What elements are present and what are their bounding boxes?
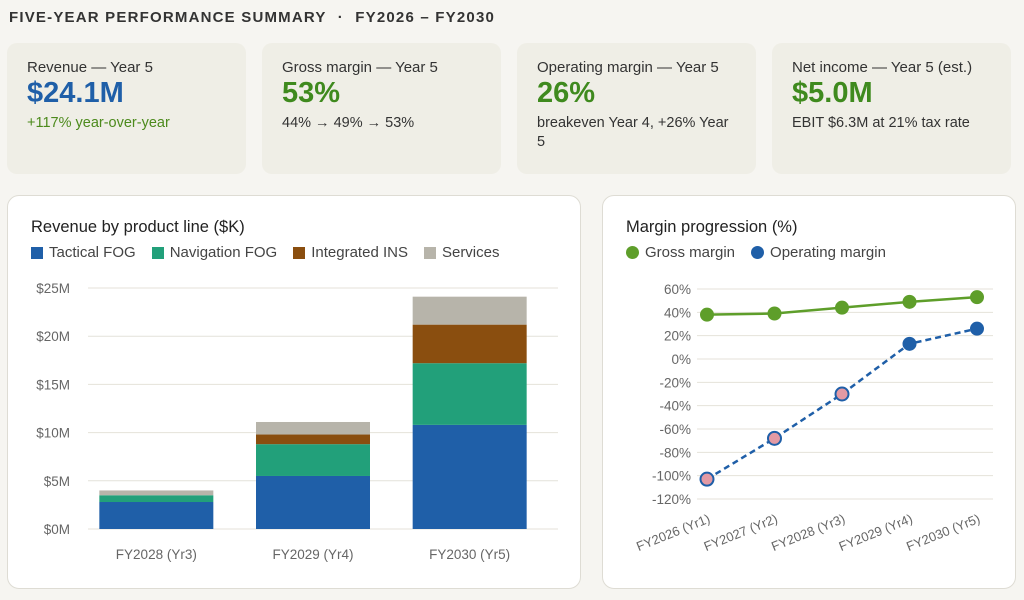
- legend-swatch: [31, 246, 43, 259]
- x-tick-label: FY2030 (Yr5): [429, 547, 510, 562]
- kpi-label: Revenue — Year 5: [27, 59, 153, 76]
- y-tick-label: -80%: [659, 445, 691, 460]
- revenue-chart-legend: Tactical FOG Navigation FOG Integrated I…: [31, 244, 500, 261]
- x-tick-label: FY2029 (Yr4): [837, 511, 915, 554]
- x-tick-label: FY2026 (Yr1): [634, 511, 712, 554]
- y-tick-label: -120%: [652, 492, 691, 507]
- page-title: FIVE-YEAR PERFORMANCE SUMMARY · FY2026 –…: [9, 9, 495, 26]
- x-tick-label: FY2029 (Yr4): [272, 547, 353, 562]
- page-title-separator: ·: [337, 9, 344, 26]
- data-point: [970, 290, 984, 305]
- margin-chart-card: Margin progression (%) Gross margin Oper…: [602, 195, 1016, 589]
- bar-segment: [412, 363, 527, 425]
- y-tick-label: $10M: [36, 426, 70, 441]
- y-tick-label: -20%: [659, 375, 691, 390]
- kpi-label: Gross margin — Year 5: [282, 59, 438, 76]
- bar-segment: [412, 324, 527, 364]
- legend-item-tactical-fog: Tactical FOG: [31, 244, 136, 261]
- data-point: [834, 386, 850, 402]
- x-tick-label: FY2027 (Yr2): [702, 511, 780, 554]
- x-tick-label: FY2028 (Yr3): [769, 511, 847, 554]
- bar-segment: [256, 434, 370, 445]
- legend-swatch: [151, 246, 164, 259]
- bar-segment: [256, 475, 370, 529]
- bar-segment: [99, 495, 214, 503]
- legend-item-gross-margin: Gross margin: [626, 244, 735, 261]
- y-tick-label: 20%: [664, 329, 691, 344]
- y-tick-label: -60%: [659, 422, 691, 437]
- legend-item-services: Services: [423, 244, 500, 261]
- kpi-card-revenue: Revenue — Year 5 $24.1M +117% year-over-…: [7, 43, 246, 174]
- legend-label: Operating margin: [770, 244, 886, 261]
- bar-segment: [256, 421, 370, 435]
- revenue-bar-chart: $0M $5M $10M $15M $20M $25M FY2028 (Yr3) FY2029…: [36, 281, 558, 562]
- revenue-chart-title: Revenue by product line ($K): [31, 218, 245, 236]
- data-point: [970, 321, 984, 336]
- y-tick-label: 40%: [664, 305, 691, 320]
- bar-segment: [256, 444, 370, 476]
- data-point: [835, 300, 849, 315]
- legend-marker: [626, 246, 639, 259]
- kpi-label: Net income — Year 5 (est.): [792, 59, 973, 76]
- kpi-value: $24.1M: [27, 77, 124, 109]
- legend-marker: [751, 246, 765, 259]
- page-title-text: FIVE-YEAR PERFORMANCE SUMMARY: [9, 9, 327, 26]
- kpi-sub: EBIT $6.3M at 21% tax rate: [792, 114, 970, 131]
- kpi-card-net-income: Net income — Year 5 (est.) $5.0M EBIT $6…: [772, 43, 1011, 174]
- kpi-label: Operating margin — Year 5: [537, 59, 719, 76]
- data-point: [767, 430, 782, 446]
- legend-label: Navigation FOG: [169, 244, 278, 261]
- y-tick-label: $20M: [36, 329, 70, 344]
- y-tick-label: 60%: [664, 282, 691, 297]
- bar-segment: [412, 424, 527, 529]
- legend-label: Gross margin: [645, 244, 736, 261]
- kpi-sub: +117% year-over-year: [27, 114, 170, 131]
- series-line: [706, 327, 978, 481]
- page-title-period: FY2026 – FY2030: [355, 9, 496, 26]
- kpi-sub: breakeven Year 4, +26% Year 5: [537, 114, 729, 150]
- margin-line-chart: 60% 40% 20% 0% -20% -40% -60% -80% -100% -120% FY2…: [634, 282, 993, 554]
- y-tick-label: -100%: [652, 469, 691, 484]
- revenue-chart-card: Revenue by product line ($K) Tactical FO…: [7, 195, 581, 589]
- bar-segment: [99, 502, 214, 529]
- bar-segment: [99, 490, 214, 496]
- margin-chart-legend: Gross margin Operating margin: [626, 244, 886, 261]
- kpi-value: 26%: [537, 77, 596, 109]
- kpi-card-operating-margin: Operating margin — Year 5 26% breakeven …: [517, 43, 756, 174]
- legend-label: Integrated INS: [311, 244, 408, 261]
- margin-chart-title: Margin progression (%): [626, 218, 798, 236]
- legend-label: Tactical FOG: [49, 244, 136, 261]
- legend-swatch: [293, 246, 306, 259]
- legend-item-operating-margin: Operating margin: [751, 244, 886, 261]
- y-tick-label: 0%: [671, 352, 691, 367]
- data-point: [902, 294, 917, 309]
- data-point: [699, 471, 715, 487]
- data-point: [700, 307, 714, 322]
- bar-segment: [412, 296, 527, 325]
- kpi-value: 53%: [282, 77, 341, 109]
- legend-item-navigation-fog: Navigation FOG: [151, 244, 278, 261]
- y-tick-label: $25M: [36, 281, 70, 296]
- legend-swatch: [423, 246, 436, 259]
- data-point: [767, 306, 782, 321]
- y-tick-label: $15M: [36, 377, 70, 392]
- y-tick-label: $5M: [44, 474, 70, 489]
- kpi-sub: 44% → 49% → 53%: [282, 114, 415, 131]
- x-tick-label: FY2030 (Yr5): [904, 511, 982, 554]
- kpi-value: $5.0M: [792, 77, 873, 109]
- legend-item-integrated-ins: Integrated INS: [293, 244, 408, 261]
- kpi-card-gross-margin: Gross margin — Year 5 53% 44% → 49% → 53…: [262, 43, 501, 174]
- y-tick-label: -40%: [659, 399, 691, 414]
- legend-label: Services: [441, 244, 500, 261]
- y-tick-label: $0M: [44, 522, 70, 537]
- data-point: [902, 336, 917, 351]
- x-tick-label: FY2028 (Yr3): [116, 547, 197, 562]
